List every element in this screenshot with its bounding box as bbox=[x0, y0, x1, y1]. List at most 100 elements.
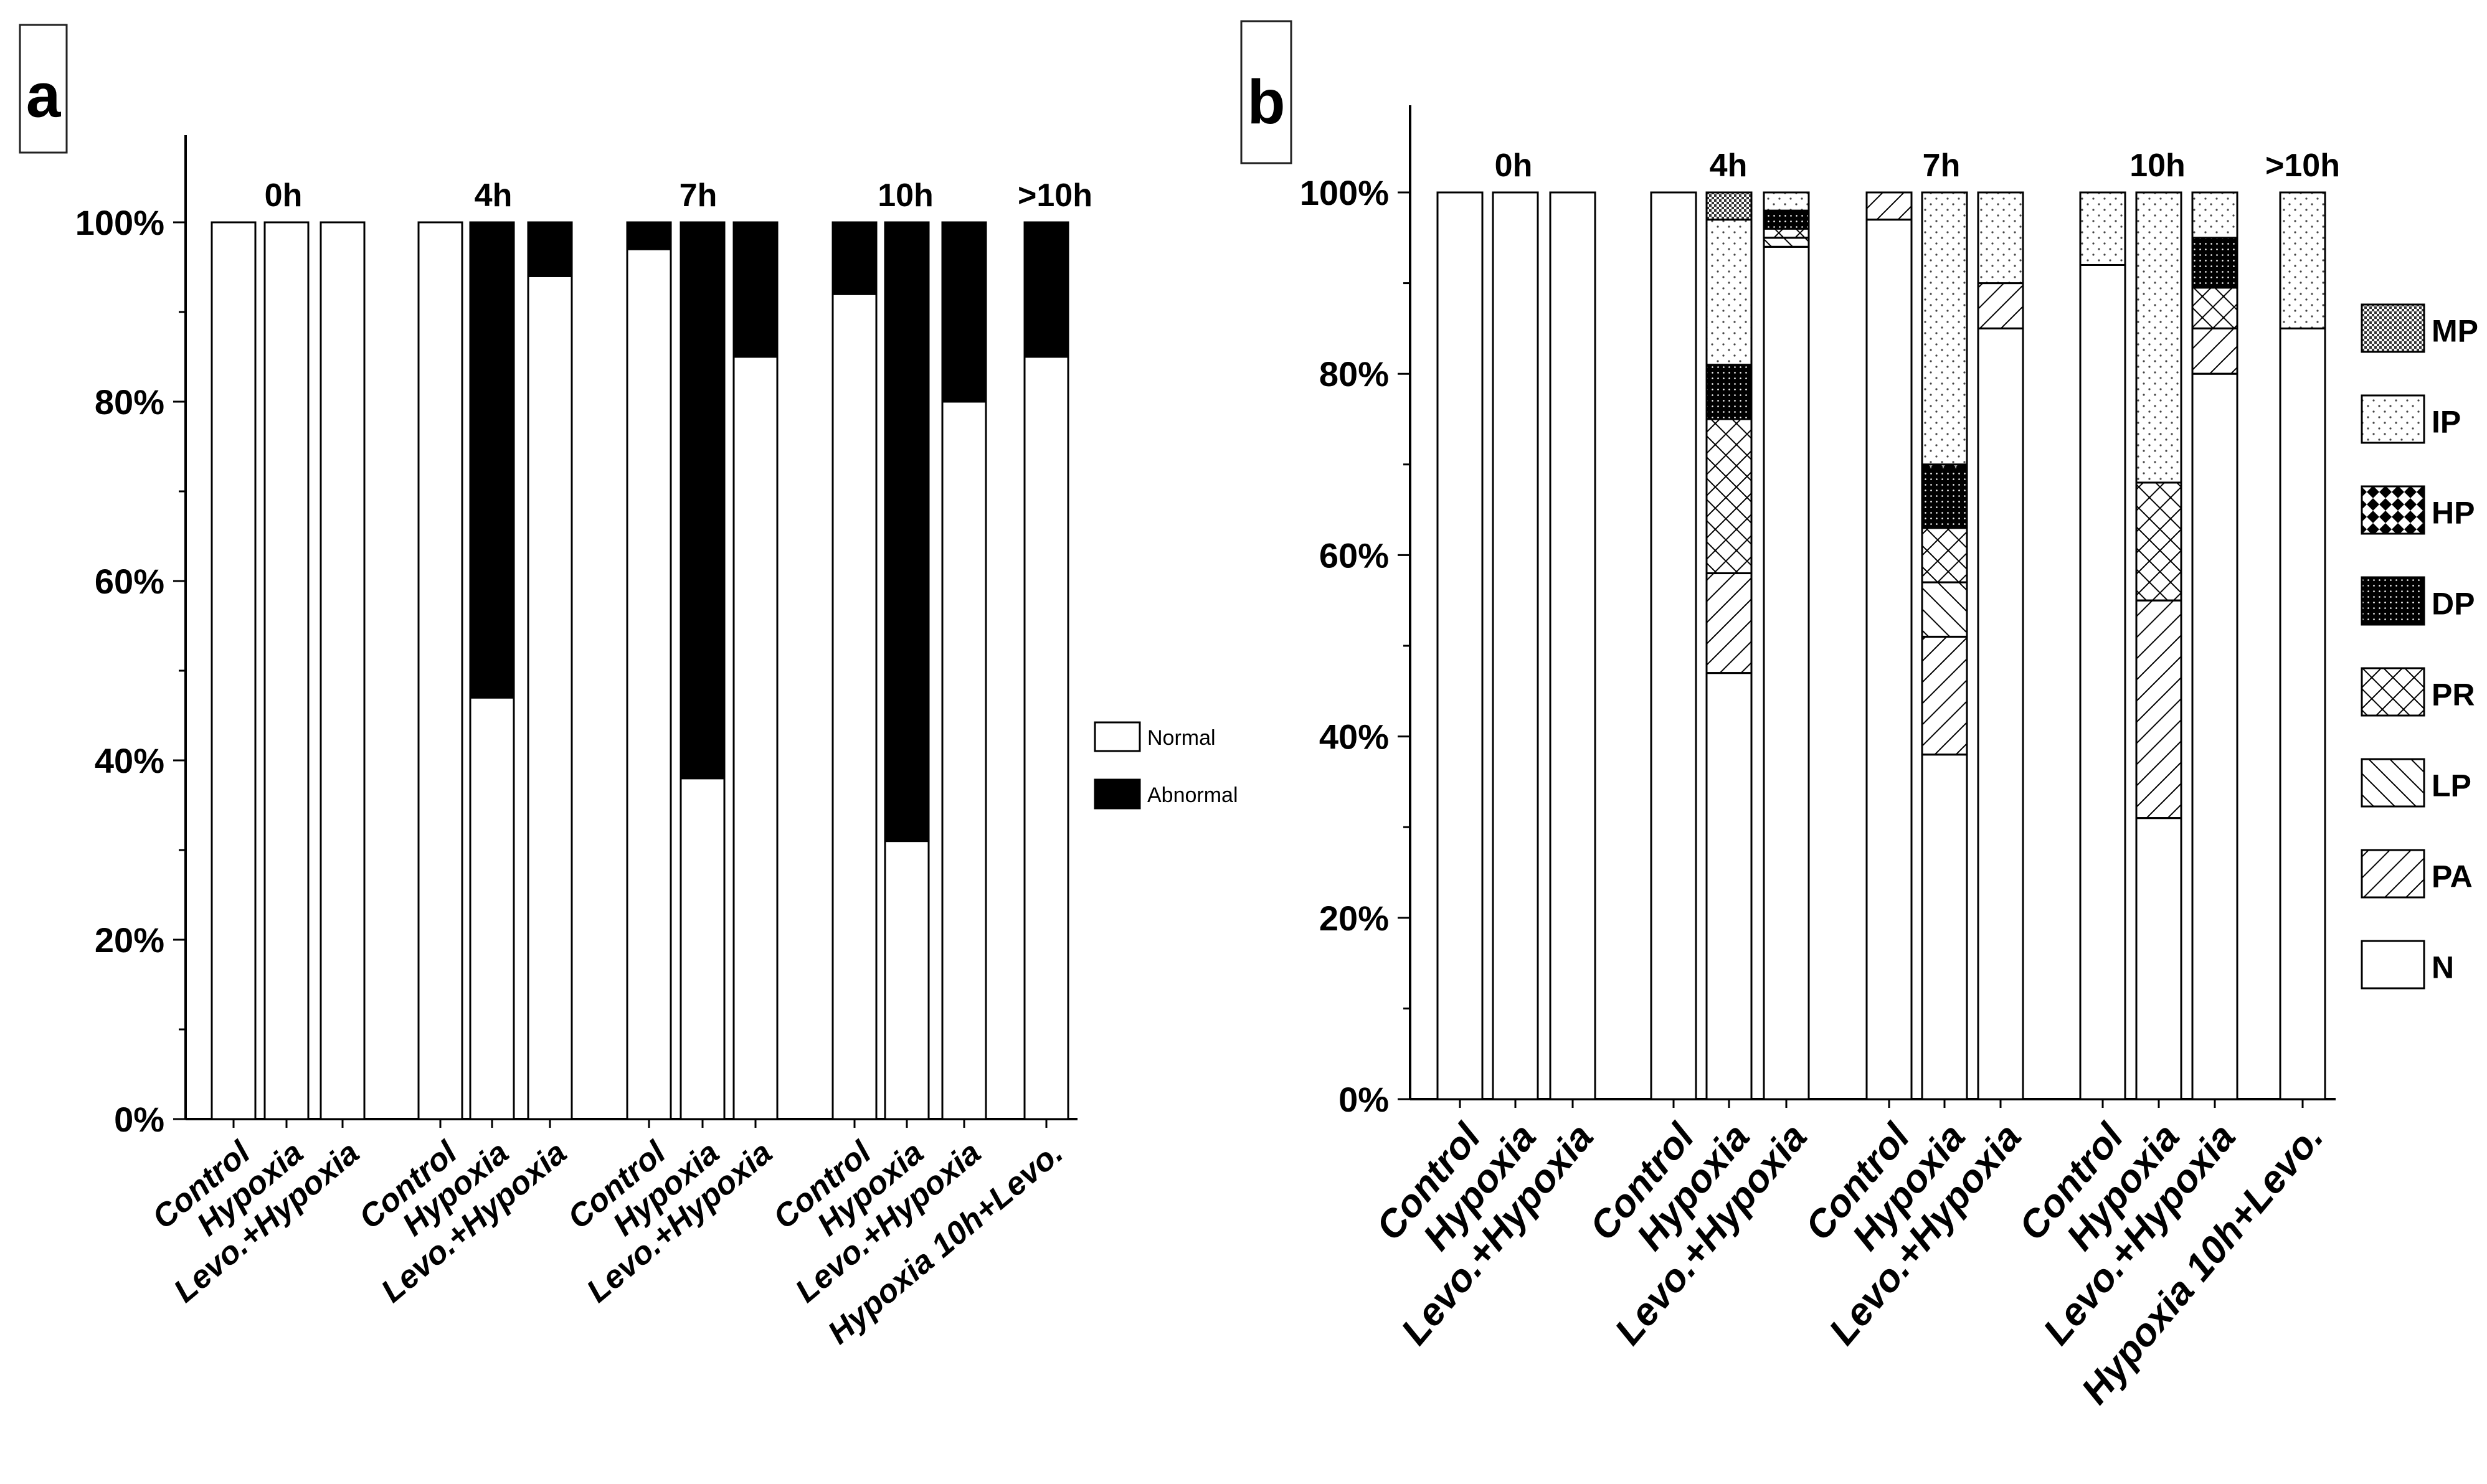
bar-segment-n bbox=[2135, 817, 2182, 1100]
time-group-label: 4h bbox=[475, 177, 513, 214]
bar-segment-lp bbox=[1763, 237, 1810, 248]
bar-segment-ip bbox=[2279, 191, 2326, 329]
bar-segment-normal bbox=[1023, 356, 1069, 1120]
bar-segment-n bbox=[2079, 263, 2126, 1100]
time-group-label: >10h bbox=[1018, 177, 1092, 214]
bar-segment-pr bbox=[1705, 418, 1753, 575]
y-tick-label: 0% bbox=[1338, 1080, 1389, 1119]
bar-segment-ip bbox=[1763, 191, 1810, 212]
legend-swatch-pa bbox=[2361, 849, 2425, 899]
legend-swatch-normal bbox=[1094, 721, 1141, 752]
y-tick-label: 100% bbox=[1300, 173, 1389, 212]
y-tick-label: 40% bbox=[95, 741, 164, 780]
bar-segment-n bbox=[1650, 191, 1697, 1100]
time-group-label: 4h bbox=[1710, 148, 1748, 184]
bar-segment-normal bbox=[884, 840, 930, 1120]
bar-segment-n bbox=[2191, 372, 2238, 1100]
bar-segment-normal bbox=[263, 221, 310, 1120]
time-group-label: 0h bbox=[1495, 148, 1533, 184]
y-tick-label: 40% bbox=[1319, 717, 1389, 757]
legend-label: PA bbox=[2432, 859, 2473, 894]
bar-segment-abnormal bbox=[626, 221, 672, 250]
bar-segment-abnormal bbox=[469, 221, 515, 699]
bar-segment-normal bbox=[417, 221, 463, 1120]
bar-segment-dp bbox=[2191, 237, 2238, 289]
bar-segment-pa bbox=[1921, 635, 1968, 756]
bar-segment-pr bbox=[2191, 286, 2238, 329]
bar-segment-n bbox=[1549, 191, 1596, 1100]
bar-segment-ip bbox=[1977, 191, 2024, 285]
bar-segment-pr bbox=[1763, 227, 1810, 239]
bar-segment-n bbox=[1865, 219, 1913, 1100]
bar-segment-normal bbox=[527, 275, 573, 1120]
y-tick-label: 100% bbox=[75, 203, 164, 242]
bar-segment-pa bbox=[1705, 572, 1753, 674]
y-tick-label: 80% bbox=[1319, 354, 1389, 394]
bar-segment-pa bbox=[2191, 327, 2238, 375]
legend-swatch-dp bbox=[2361, 576, 2425, 626]
panel-label: a bbox=[26, 61, 62, 131]
y-tick-label: 20% bbox=[95, 920, 164, 960]
bar-segment-ip bbox=[2079, 191, 2126, 266]
bar-segment-normal bbox=[469, 696, 515, 1120]
bar-segment-abnormal bbox=[527, 221, 573, 277]
bar-segment-ip bbox=[1705, 219, 1753, 366]
legend-swatch-mp bbox=[2361, 303, 2425, 353]
panel-label: b bbox=[1247, 67, 1285, 137]
legend-label: MP bbox=[2432, 313, 2478, 348]
bar-segment-abnormal bbox=[732, 221, 779, 358]
time-group-label: >10h bbox=[2265, 148, 2340, 184]
bar-segment-normal bbox=[320, 221, 366, 1120]
bar-segment-normal bbox=[732, 356, 779, 1120]
legend-label: HP bbox=[2432, 495, 2475, 530]
bar-segment-abnormal bbox=[884, 221, 930, 843]
bar-segment-ip bbox=[2191, 191, 2238, 239]
bar-segment-dp bbox=[1921, 468, 1968, 529]
panel-a: a0%20%40%60%80%100%ControlHypoxiaLevo.+H… bbox=[19, 24, 1238, 1351]
y-tick-label: 80% bbox=[95, 382, 164, 422]
legend-label: N bbox=[2432, 950, 2454, 985]
legend-label: PR bbox=[2432, 677, 2475, 712]
y-tick-label: 60% bbox=[1319, 536, 1389, 575]
y-tick-label: 20% bbox=[1319, 899, 1389, 938]
legend-swatch-abnormal bbox=[1094, 778, 1141, 810]
bar-segment-lp bbox=[1921, 581, 1968, 638]
legend-label: Abnormal bbox=[1147, 783, 1238, 807]
bar-segment-n bbox=[1977, 327, 2024, 1100]
bar-segment-pr bbox=[2135, 481, 2182, 602]
y-tick-label: 60% bbox=[95, 562, 164, 601]
bar-segment-pa bbox=[1865, 191, 1913, 221]
bar-segment-normal bbox=[680, 777, 726, 1120]
bar-segment-normal bbox=[941, 400, 987, 1120]
legend-label: LP bbox=[2432, 768, 2471, 803]
bar-segment-abnormal bbox=[680, 221, 726, 780]
bar-segment-normal bbox=[831, 293, 878, 1120]
legend-label: Normal bbox=[1147, 726, 1216, 750]
bar-segment-pa bbox=[2135, 599, 2182, 820]
legend-swatch-pr bbox=[2361, 667, 2425, 717]
bar-segment-abnormal bbox=[1023, 221, 1069, 358]
bar-segment-ip bbox=[1921, 191, 1968, 466]
bar-segment-normal bbox=[626, 248, 672, 1120]
time-group-label: 7h bbox=[680, 177, 718, 214]
bar-segment-abnormal bbox=[831, 221, 878, 295]
panel-b: b0%20%40%60%80%100%ControlHypoxiaLevo.+H… bbox=[1240, 20, 2478, 1412]
y-tick-label: 0% bbox=[114, 1100, 164, 1139]
bar-segment-mp bbox=[1705, 191, 1753, 221]
bar-segment-n bbox=[1436, 191, 1484, 1100]
bar-segment-n bbox=[2279, 327, 2326, 1100]
legend-swatch-n bbox=[2361, 940, 2425, 990]
bar-segment-dp bbox=[1705, 364, 1753, 420]
bar-segment-pr bbox=[1921, 527, 1968, 584]
bar-segment-n bbox=[1492, 191, 1539, 1100]
bar-segment-n bbox=[1763, 245, 1810, 1100]
legend-swatch-hp bbox=[2361, 485, 2425, 535]
time-group-label: 0h bbox=[265, 177, 303, 214]
legend-label: DP bbox=[2432, 586, 2475, 621]
time-group-label: 10h bbox=[878, 177, 934, 214]
bar-segment-abnormal bbox=[941, 221, 987, 403]
panel-label-box bbox=[19, 24, 68, 154]
legend-swatch-ip bbox=[2361, 394, 2425, 444]
bar-segment-ip bbox=[2135, 191, 2182, 484]
